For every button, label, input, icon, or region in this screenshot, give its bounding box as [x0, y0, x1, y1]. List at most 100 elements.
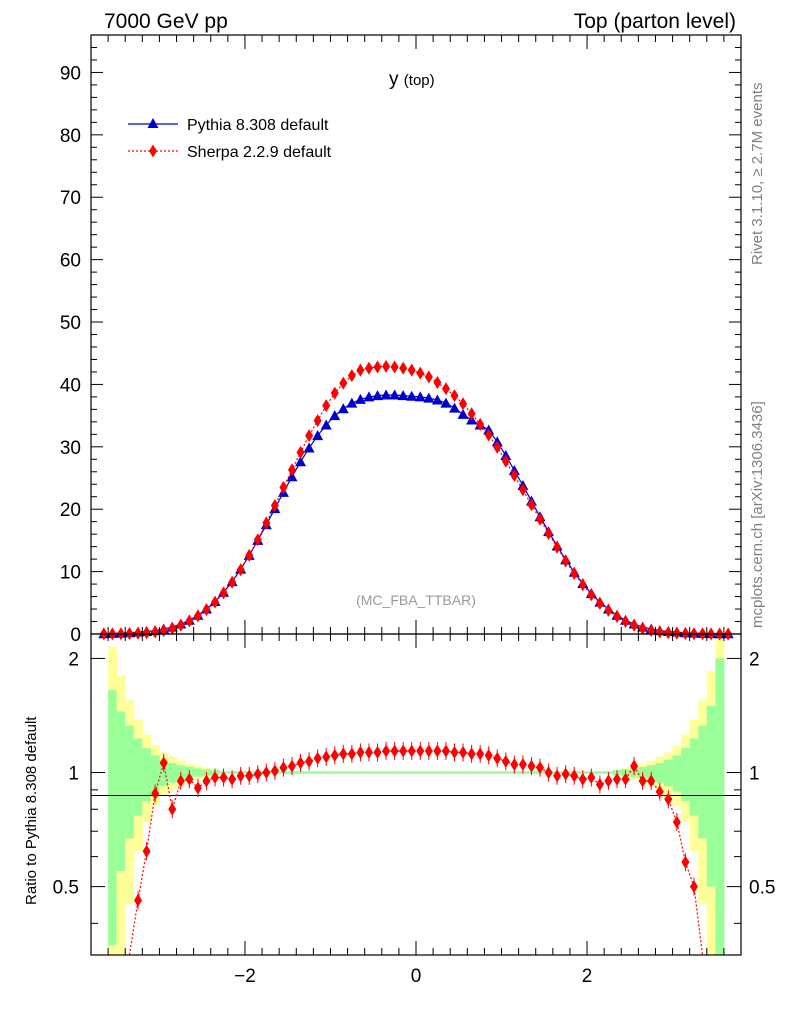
data-point-sherpa	[595, 596, 604, 610]
data-point-sherpa	[176, 618, 185, 632]
main-series-layer	[98, 359, 734, 641]
ratio-data-point	[433, 744, 442, 758]
plot-title: y (top)	[389, 69, 435, 90]
data-point-sherpa	[185, 614, 194, 628]
ratio-data-point	[313, 751, 322, 765]
plot-title-sub: (top)	[404, 72, 435, 89]
legend-sherpa-marker	[149, 144, 157, 158]
data-point-sherpa	[322, 399, 331, 413]
ratio-band-inner	[672, 755, 682, 792]
ratio-data-point	[441, 744, 450, 758]
x-tick-label: 2	[582, 966, 593, 987]
ratio-band-inner	[150, 755, 160, 792]
ratio-data-point	[467, 747, 476, 761]
data-point-sherpa	[236, 563, 245, 577]
ratio-data-point	[655, 785, 664, 799]
data-point-sherpa	[493, 440, 502, 454]
ratio-data-point	[407, 744, 416, 758]
data-point-sherpa	[441, 382, 450, 396]
data-point-sherpa	[518, 483, 527, 497]
ratio-data-point	[245, 769, 254, 783]
data-point-sherpa	[424, 370, 433, 384]
data-point-sherpa	[672, 626, 681, 640]
data-point-sherpa	[305, 429, 314, 443]
ratio-data-point	[236, 769, 245, 783]
data-point-sherpa	[647, 624, 656, 638]
ratio-data-point	[553, 769, 562, 783]
data-point-sherpa	[450, 389, 459, 403]
ratio-data-point	[399, 744, 408, 758]
ratio-band-inner	[133, 738, 143, 816]
series-line-sherpa	[103, 365, 729, 635]
data-point-sherpa	[612, 610, 621, 624]
ratio-data-point	[202, 774, 211, 788]
ratio-band-inner	[142, 748, 152, 802]
data-point-sherpa	[433, 376, 442, 390]
data-point-sherpa	[638, 621, 647, 635]
ratio-y-tick-label-right: 0.5	[749, 878, 775, 899]
data-point-sherpa	[527, 498, 536, 512]
ratio-y-tick-label: 0.5	[53, 878, 79, 899]
data-point-pythia	[295, 456, 307, 467]
ratio-data-point	[134, 893, 143, 907]
data-point-sherpa	[561, 554, 570, 568]
ratio-data-point	[604, 774, 613, 788]
data-point-sherpa	[664, 626, 673, 640]
rivet-label: Rivet 3.1.10, ≥ 2.7M events	[749, 83, 766, 266]
data-point-pythia	[346, 397, 358, 408]
axes-layer: 0 10 20 30 40 50 60 70 80 90 −2 0 2 0.5 0.5 1 1 2 2	[53, 35, 775, 987]
data-point-sherpa	[313, 414, 322, 428]
main-y-tick-label: 90	[60, 63, 81, 84]
data-point-pythia	[414, 391, 426, 402]
data-point-pythia	[431, 394, 443, 405]
main-y-tick-label: 0	[70, 625, 81, 646]
data-point-pythia	[440, 397, 452, 408]
data-point-sherpa	[630, 618, 639, 632]
ratio-band-inner	[167, 762, 178, 783]
ratio-data-point	[262, 766, 271, 780]
ratio-data-point	[279, 761, 288, 775]
ratio-data-point	[638, 774, 647, 788]
data-point-sherpa	[373, 360, 382, 374]
main-y-tick-label: 50	[60, 313, 81, 334]
data-point-sherpa	[544, 527, 553, 541]
ratio-band-centre	[219, 771, 613, 774]
data-point-sherpa	[501, 454, 510, 468]
ratio-data-point	[296, 756, 305, 770]
data-point-sherpa	[287, 463, 296, 477]
ratio-data-point	[151, 787, 160, 801]
ratio-data-point	[561, 767, 570, 781]
ratio-band-inner	[715, 658, 725, 955]
data-point-pythia	[406, 390, 418, 401]
data-point-sherpa	[364, 361, 373, 375]
data-point-sherpa	[570, 566, 579, 580]
ratio-band-inner	[681, 748, 691, 802]
data-point-sherpa	[390, 360, 399, 374]
ratio-data-point	[527, 759, 536, 773]
data-point-sherpa	[151, 625, 160, 639]
ratio-data-point	[159, 756, 168, 770]
x-tick-label: −2	[234, 966, 256, 987]
data-point-sherpa	[347, 369, 356, 383]
main-y-tick-label: 10	[60, 563, 81, 584]
data-point-sherpa	[270, 498, 279, 512]
main-y-tick-label: 80	[60, 126, 81, 147]
data-point-pythia	[312, 430, 324, 441]
ratio-data-point	[689, 880, 698, 894]
ratio-data-point	[142, 844, 151, 858]
data-point-sherpa	[536, 512, 545, 526]
ratio-band-inner	[159, 759, 169, 787]
ratio-series-layer	[128, 741, 704, 956]
data-point-sherpa	[253, 533, 262, 547]
data-point-sherpa	[356, 363, 365, 377]
data-point-sherpa	[553, 540, 562, 554]
ratio-data-point	[211, 771, 220, 785]
data-point-sherpa	[382, 359, 391, 373]
data-point-pythia	[423, 392, 435, 403]
data-point-pythia	[337, 403, 349, 414]
ratio-band-inner	[664, 759, 674, 787]
data-point-sherpa	[296, 445, 305, 459]
ratio-data-point	[185, 772, 194, 786]
legend-pythia-label: Pythia 8.308 default	[187, 117, 329, 134]
ratio-data-point	[373, 745, 382, 759]
